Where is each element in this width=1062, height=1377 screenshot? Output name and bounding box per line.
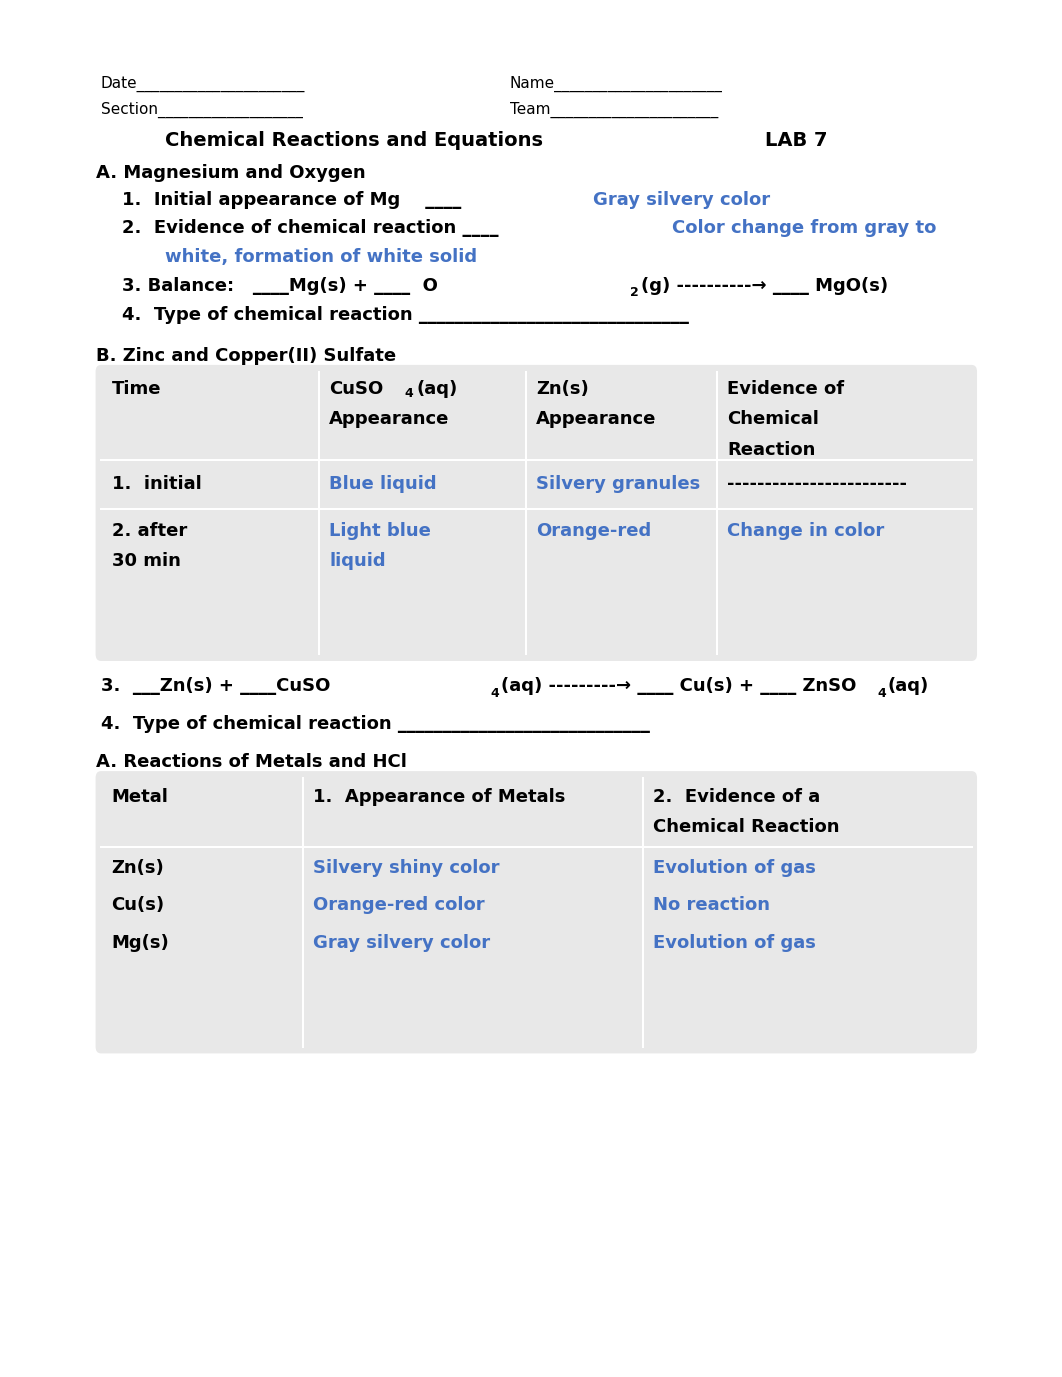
Text: (g) ----------→ ____ MgO(s): (g) ----------→ ____ MgO(s)	[641, 277, 889, 295]
Text: Appearance: Appearance	[329, 410, 449, 428]
Text: Evidence of: Evidence of	[727, 380, 844, 398]
Text: Orange-red color: Orange-red color	[313, 896, 485, 914]
Text: Chemical Reaction: Chemical Reaction	[653, 818, 840, 836]
Text: liquid: liquid	[329, 552, 386, 570]
Text: LAB 7: LAB 7	[765, 131, 827, 150]
Text: Mg(s): Mg(s)	[112, 934, 169, 952]
Text: Date______________________: Date______________________	[101, 76, 305, 92]
Text: 1.  initial: 1. initial	[112, 475, 202, 493]
FancyBboxPatch shape	[96, 365, 977, 661]
Text: 4: 4	[877, 687, 886, 700]
Text: Time: Time	[112, 380, 161, 398]
Text: Silvery granules: Silvery granules	[536, 475, 701, 493]
Text: 2.  Evidence of a: 2. Evidence of a	[653, 788, 820, 806]
Text: 30 min: 30 min	[112, 552, 181, 570]
Text: Gray silvery color: Gray silvery color	[593, 191, 770, 209]
Text: ------------------------: ------------------------	[727, 475, 907, 493]
Text: Light blue: Light blue	[329, 522, 431, 540]
Text: 4.  Type of chemical reaction ____________________________: 4. Type of chemical reaction ___________…	[101, 715, 650, 733]
Text: 3. Balance:   ____Mg(s) + ____  O: 3. Balance: ____Mg(s) + ____ O	[122, 277, 438, 295]
Text: A. Reactions of Metals and HCl: A. Reactions of Metals and HCl	[96, 753, 407, 771]
Text: (aq) ---------→ ____ Cu(s) + ____ ZnSO: (aq) ---------→ ____ Cu(s) + ____ ZnSO	[501, 677, 857, 695]
Text: Team______________________: Team______________________	[510, 102, 718, 118]
Text: Zn(s): Zn(s)	[536, 380, 589, 398]
Text: B. Zinc and Copper(II) Sulfate: B. Zinc and Copper(II) Sulfate	[96, 347, 396, 365]
Text: Gray silvery color: Gray silvery color	[313, 934, 491, 952]
Text: CuSO: CuSO	[329, 380, 383, 398]
Text: 1.  Appearance of Metals: 1. Appearance of Metals	[313, 788, 566, 806]
Text: white, formation of white solid: white, formation of white solid	[165, 248, 477, 266]
Text: Chemical: Chemical	[727, 410, 820, 428]
Text: 2. after: 2. after	[112, 522, 187, 540]
Text: Section___________________: Section___________________	[101, 102, 303, 118]
Text: 4: 4	[405, 387, 413, 399]
Text: Appearance: Appearance	[536, 410, 656, 428]
Text: Blue liquid: Blue liquid	[329, 475, 436, 493]
Text: Cu(s): Cu(s)	[112, 896, 165, 914]
Text: No reaction: No reaction	[653, 896, 770, 914]
Text: Color change from gray to: Color change from gray to	[672, 219, 937, 237]
Text: Orange-red: Orange-red	[536, 522, 652, 540]
Text: Reaction: Reaction	[727, 441, 816, 459]
Text: 1.  Initial appearance of Mg    ____: 1. Initial appearance of Mg ____	[122, 191, 461, 209]
Text: A. Magnesium and Oxygen: A. Magnesium and Oxygen	[96, 164, 365, 182]
Text: Evolution of gas: Evolution of gas	[653, 934, 816, 952]
Text: 4: 4	[491, 687, 499, 700]
Text: 3.  ___Zn(s) + ____CuSO: 3. ___Zn(s) + ____CuSO	[101, 677, 330, 695]
Text: Silvery shiny color: Silvery shiny color	[313, 859, 500, 877]
Text: Name______________________: Name______________________	[510, 76, 722, 92]
Text: Change in color: Change in color	[727, 522, 885, 540]
Text: Chemical Reactions and Equations: Chemical Reactions and Equations	[165, 131, 543, 150]
Text: (aq): (aq)	[888, 677, 929, 695]
Text: Metal: Metal	[112, 788, 169, 806]
FancyBboxPatch shape	[96, 771, 977, 1053]
Text: 4.  Type of chemical reaction ______________________________: 4. Type of chemical reaction ___________…	[122, 306, 689, 324]
Text: 2.  Evidence of chemical reaction ____: 2. Evidence of chemical reaction ____	[122, 219, 499, 237]
Text: Zn(s): Zn(s)	[112, 859, 165, 877]
Text: Evolution of gas: Evolution of gas	[653, 859, 816, 877]
Text: 2: 2	[630, 286, 638, 299]
Text: (aq): (aq)	[416, 380, 458, 398]
